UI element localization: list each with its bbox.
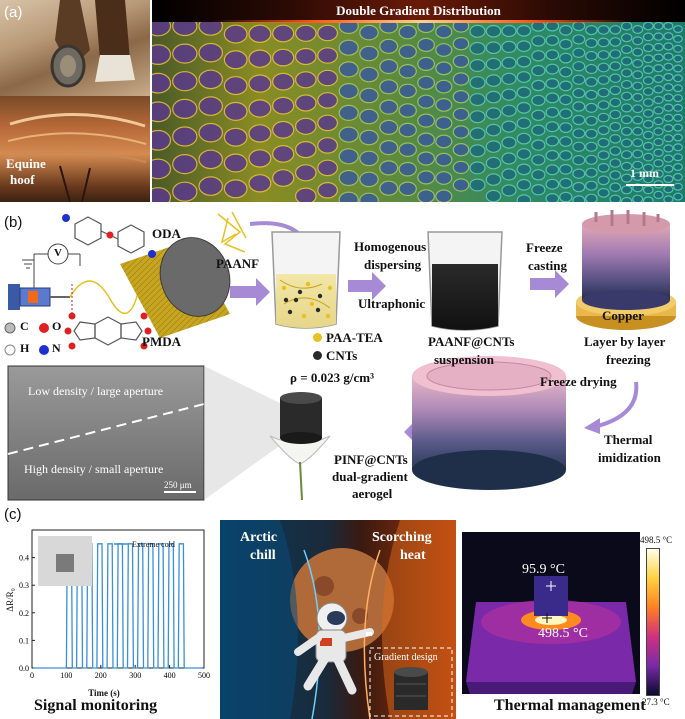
oda-molecule [62,214,156,258]
thermal-caption: Thermal management [494,697,646,714]
pmda-label: PMDA [142,334,181,349]
aerogel-line2: dual-gradient [332,469,408,484]
gradient-design-label: Gradient design [374,652,438,663]
syringe [8,243,81,310]
sem-top-label: Low density / large aperture [28,384,164,398]
scorching-line1: Scorching [372,530,432,545]
beaker-paa [271,231,341,329]
x-tick-label: 400 [164,671,176,680]
collector-roller [120,237,231,338]
density-label: ρ = 0.023 g/cm³ [290,370,374,385]
step-freeze: Freeze [526,240,563,255]
suspension-line1: PAANF@CNTs [428,334,515,349]
x-tick-label: 100 [60,671,72,680]
y-tick-label: 0.2 [19,609,29,618]
hoof-label-line2: hoof [10,172,35,187]
thermal-line2: imidization [598,450,661,465]
atom-o: O [52,319,62,333]
legend-cnts: CNTs [326,348,358,363]
thermal-line1: Thermal [604,432,653,447]
process-diagram [4,210,676,501]
pmda-molecule [64,312,152,350]
colorbar-min: 27.3 °C [642,697,670,707]
sem-scale-label: 250 μm [164,480,192,490]
aerogel-line3: aerogel [352,486,393,501]
step-casting: casting [528,258,567,273]
sem-inset [7,365,205,501]
step-dispersing: dispersing [364,257,422,272]
legend-cnts-dot [313,351,322,360]
inset-sample [56,554,74,572]
colorbar-max: 498.5 °C [640,535,673,545]
series-extreme-cold [33,543,203,669]
signal-chart: 0 100 200 300 400 500 0.0 0.1 0.2 0.3 0.4 Extreme … [5,529,210,698]
suspension-line2: suspension [434,352,494,367]
scale-bar [626,184,674,186]
step-homogenous: Homogenous [354,239,427,254]
banner-glow [212,20,632,23]
y-tick-label: 0.1 [19,636,29,645]
signal-caption: Signal monitoring [34,697,158,714]
scorching-line2: heat [400,548,426,563]
atom-legend [4,322,49,356]
colorbar [646,548,660,696]
banner-title: Double Gradient Distribution [336,3,501,18]
legend-paa-dot [313,333,322,342]
step-ultraphonic: Ultraphonic [358,296,426,311]
y-tick-label: 0.4 [19,554,29,563]
beaker-suspension [427,231,503,331]
panel-b-letter: (b) [4,214,23,231]
paanf-fibers [217,211,247,253]
microstructure-image: Double Gradient Distribution 1 mm [152,0,685,202]
x-tick-label: 300 [129,671,141,680]
legend-label: Extreme cold [132,540,175,549]
y-tick-label: 0.0 [19,664,29,673]
aerogel-on-flower [269,392,331,501]
atom-h: H [20,341,30,355]
arctic-line1: Arctic [240,530,278,545]
legend-paa: PAA-TEA [326,330,383,345]
hoof-photo-bottom [0,96,150,202]
layer-line2: freezing [606,352,651,367]
paanf-label: PAANF [216,256,260,271]
panel-a-letter: (a) [4,4,23,21]
astronaut-scene [220,520,456,719]
scale-bar-label: 1 mm [630,166,659,180]
layer-line1: Layer by layer [584,334,666,349]
oda-label: ODA [152,226,181,241]
arctic-line2: chill [250,548,276,563]
hoof-label-line1: Equine [6,156,46,171]
voltage-symbol: V [54,247,62,259]
y-tick-label: 0.3 [19,581,29,590]
y-axis-label: ΔR/R₀ [5,588,15,611]
banner [152,0,685,22]
x-tick-label: 500 [198,671,210,680]
x-tick-label: 200 [95,671,107,680]
freeze-drying-label: Freeze drying [540,374,617,389]
sem-bottom-label: High density / small aperture [24,462,164,476]
x-axis-label: Time (s) [88,688,120,698]
dual-gradient-aerogel [412,356,566,490]
freeze-casting-mold [576,210,676,330]
thermal-image [462,532,640,694]
hoof-photo-top [0,0,150,96]
panel-c-letter: (c) [4,506,22,523]
copper-label: Copper [602,308,644,323]
temp-bottom: 498.5 °C [538,626,588,641]
atom-n: N [52,341,61,355]
beaker-particles [281,281,333,319]
atom-c: C [20,319,29,333]
aerogel-line1: PINF@CNTs [334,452,408,467]
temp-top: 95.9 °C [522,562,565,577]
x-tick-label: 0 [30,671,34,680]
